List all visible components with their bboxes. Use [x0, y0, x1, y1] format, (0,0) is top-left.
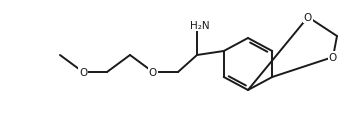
Text: O: O — [149, 67, 157, 77]
Text: O: O — [79, 67, 87, 77]
Text: H₂N: H₂N — [190, 21, 210, 31]
Text: O: O — [329, 53, 337, 62]
Text: O: O — [304, 13, 312, 23]
